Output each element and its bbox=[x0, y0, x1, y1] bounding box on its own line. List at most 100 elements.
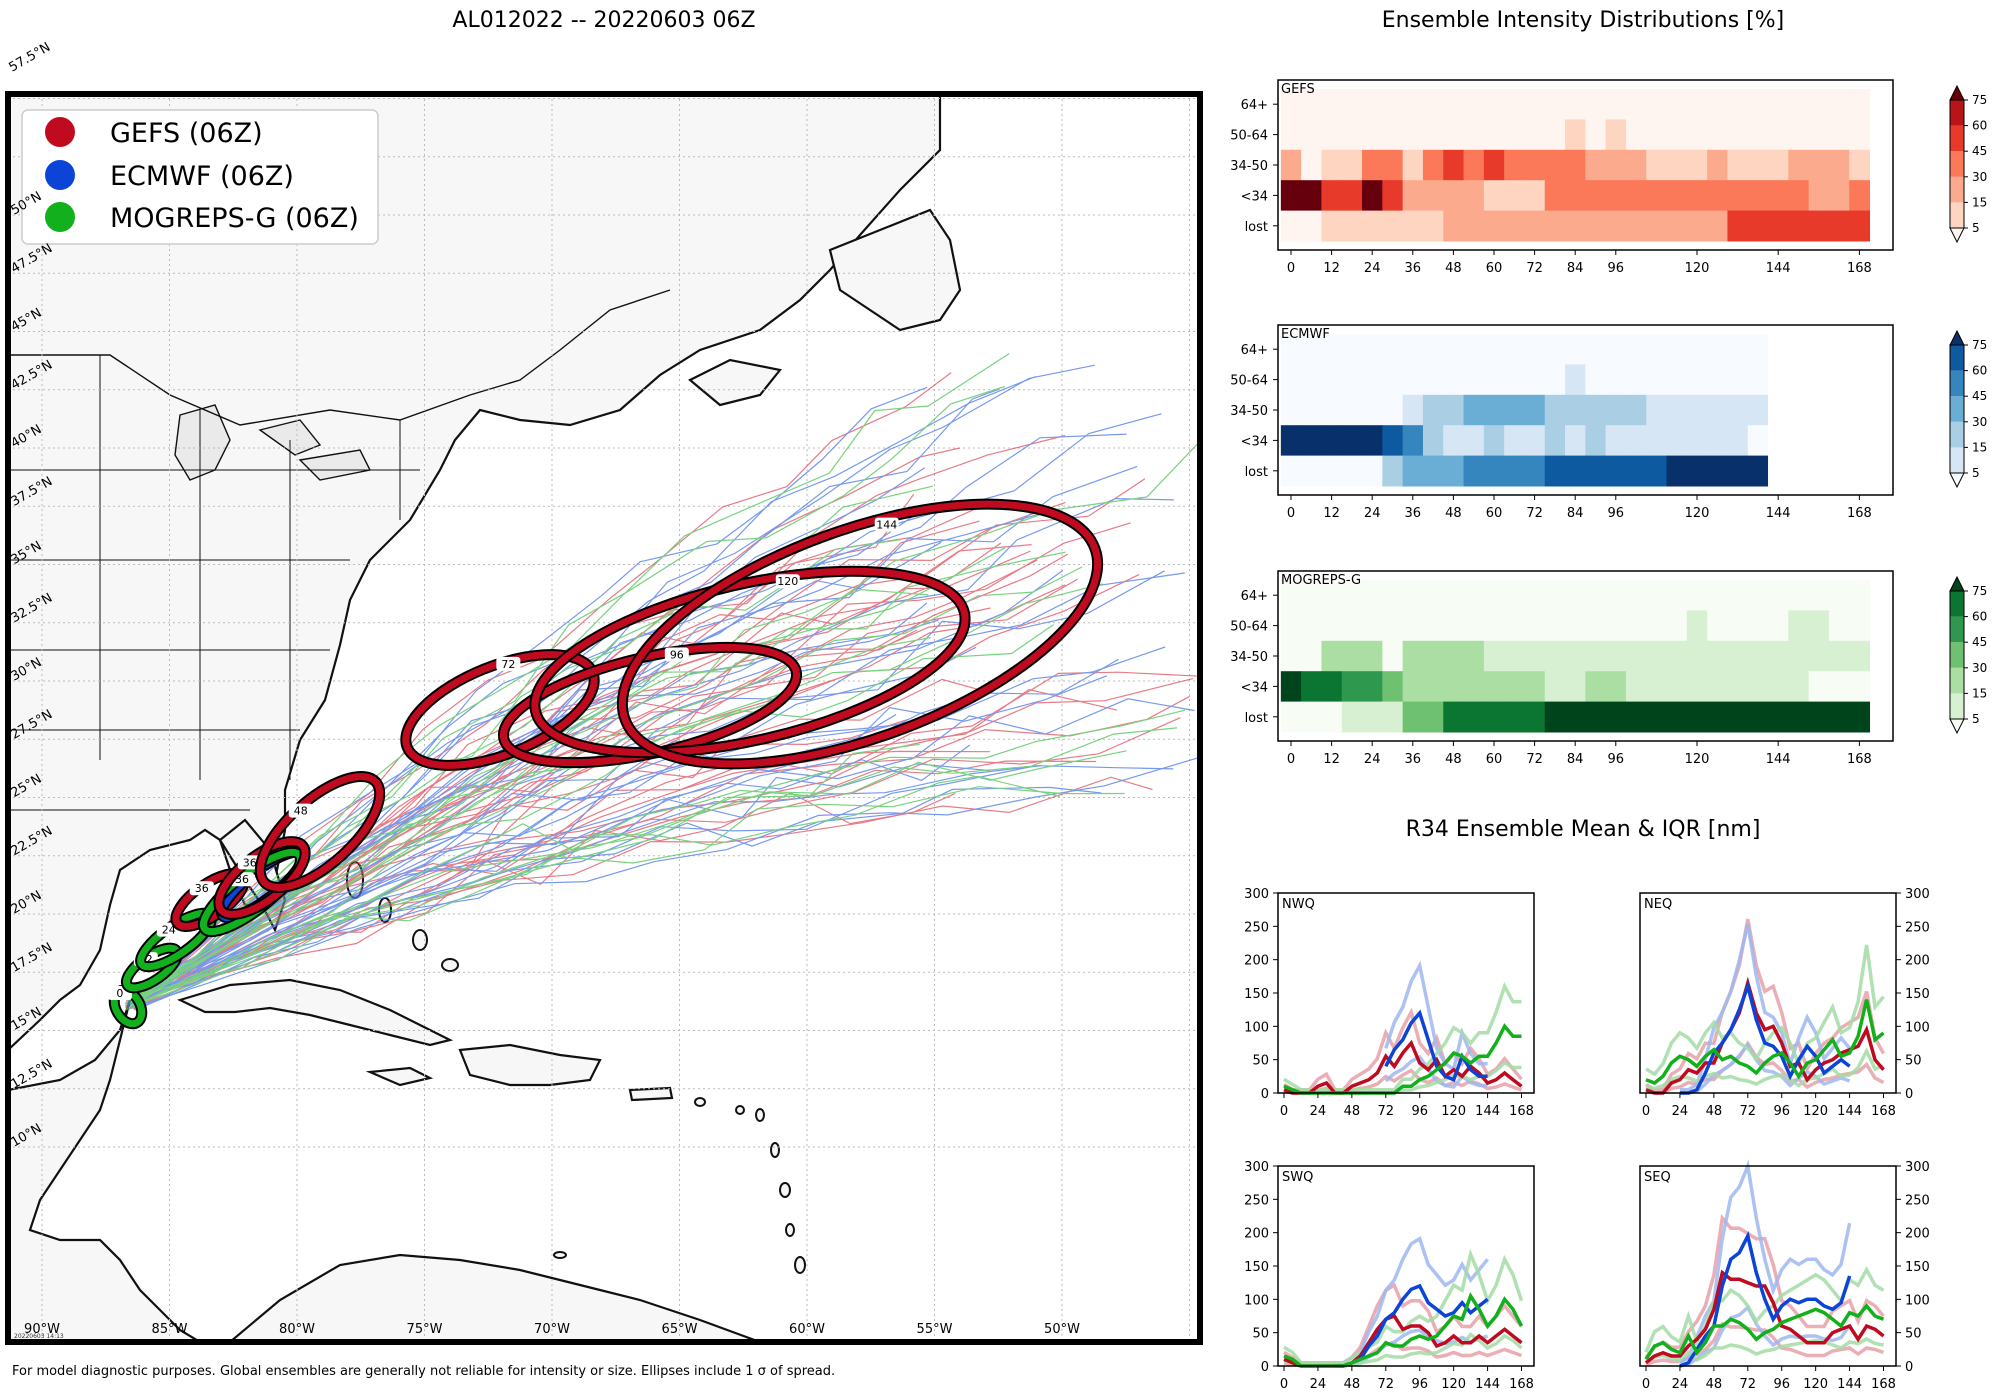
heatmap-xtick-label: 36 bbox=[1405, 752, 1422, 767]
heatmap-xtick-label: 168 bbox=[1847, 752, 1872, 767]
heatmap-cell bbox=[1382, 580, 1404, 611]
colorbar-segment bbox=[1950, 693, 1964, 719]
heatmap-cell bbox=[1402, 394, 1424, 426]
r34-ytick-label: 50 bbox=[1252, 1327, 1269, 1342]
heatmap-cell bbox=[1382, 364, 1404, 396]
colorbar-segment bbox=[1950, 396, 1964, 422]
heatmap-cell bbox=[1422, 89, 1444, 120]
heatmap-cell bbox=[1483, 425, 1505, 457]
r34-iqr-upper bbox=[1679, 923, 1851, 1092]
heatmap-cell bbox=[1585, 671, 1607, 703]
heatmap-row-label: <34 bbox=[1241, 189, 1268, 204]
heatmap-cell bbox=[1686, 149, 1708, 181]
heatmap-cell bbox=[1707, 455, 1728, 487]
land-south-america bbox=[228, 1253, 761, 1342]
heatmap-xtick-label: 84 bbox=[1567, 261, 1584, 276]
r34-mean-ecmwf bbox=[1384, 1009, 1488, 1082]
intensity-title: Ensemble Intensity Distributions [%] bbox=[1382, 8, 1785, 33]
heatmap-cell bbox=[1321, 180, 1343, 212]
r34-xtick-label: 72 bbox=[1740, 1104, 1757, 1119]
heatmap-cell bbox=[1443, 640, 1465, 672]
heatmap-xtick-label: 24 bbox=[1364, 506, 1381, 521]
colorbar-segment bbox=[1950, 151, 1964, 177]
heatmap-cell bbox=[1483, 210, 1505, 242]
heatmap-cell bbox=[1686, 640, 1708, 672]
heatmap-cell bbox=[1463, 89, 1485, 120]
member-track bbox=[130, 624, 1054, 1010]
heatmap-cell bbox=[1605, 394, 1627, 426]
heatmap-cell bbox=[1686, 119, 1708, 151]
r34-ytick-label: 200 bbox=[1905, 954, 1930, 969]
heatmap-xtick-label: 96 bbox=[1608, 261, 1625, 276]
r34-xtick-label: 168 bbox=[1871, 1377, 1896, 1392]
colorbar-min-arrow bbox=[1949, 227, 1965, 244]
colorbar: 5 15 30 45 60 75 bbox=[1949, 575, 1987, 735]
member-track bbox=[128, 756, 1200, 1010]
heatmap-cell bbox=[1808, 455, 1830, 487]
heatmap-cell bbox=[1727, 610, 1749, 642]
ellipse-label: 144 bbox=[874, 517, 899, 532]
heatmap-cell bbox=[1625, 701, 1647, 733]
heatmap-cell bbox=[1849, 180, 1871, 212]
heatmap-cell bbox=[1747, 394, 1769, 426]
heatmap-cell bbox=[1788, 640, 1810, 672]
colorbar-tick-label: 30 bbox=[1972, 661, 1987, 675]
heatmap-cell bbox=[1788, 610, 1810, 642]
heatmap-cell bbox=[1504, 89, 1525, 120]
r34-panel-name: SWQ bbox=[1282, 1170, 1313, 1185]
heatmap-cell bbox=[1768, 701, 1789, 733]
colorbar-segment bbox=[1950, 642, 1964, 668]
heatmap-cell bbox=[1524, 580, 1546, 611]
heatmap-cell bbox=[1402, 425, 1424, 457]
heatmap-cell bbox=[1686, 364, 1708, 396]
heatmap-cell bbox=[1768, 425, 1789, 457]
heatmap-xtick-label: 36 bbox=[1405, 506, 1422, 521]
heatmap-row-label: 64+ bbox=[1241, 589, 1268, 604]
r34-ytick-label: 250 bbox=[1905, 1193, 1930, 1208]
r34-iqr-upper bbox=[1678, 1159, 1852, 1365]
heatmap-cell bbox=[1565, 610, 1586, 642]
heatmap-cell bbox=[1402, 610, 1424, 642]
heatmap-cell bbox=[1402, 180, 1424, 212]
heatmap-cell bbox=[1524, 455, 1546, 487]
heatmap-cell bbox=[1382, 455, 1404, 487]
heatmap-xtick-label: 120 bbox=[1685, 261, 1710, 276]
r34-xtick-label: 0 bbox=[1280, 1104, 1288, 1119]
heatmap-cell bbox=[1646, 640, 1668, 672]
member-track bbox=[126, 578, 1078, 1008]
colorbar-max-arrow bbox=[1949, 84, 1965, 101]
heatmap-cell bbox=[1280, 119, 1302, 151]
r34-iqr-lower bbox=[1679, 1041, 1851, 1095]
heatmap-cell bbox=[1362, 180, 1383, 212]
heatmap-cell bbox=[1808, 671, 1830, 703]
heatmap-ecmwf: ECMWF 64+ 50-64 34-50 <34 lost 0 12 24 36 48 60 72 84… bbox=[1230, 324, 1987, 521]
heatmap-cell bbox=[1362, 425, 1383, 457]
heatmap-cell bbox=[1808, 364, 1830, 396]
heatmap-cell bbox=[1625, 671, 1647, 703]
heatmap-cell bbox=[1565, 640, 1586, 672]
heatmap-cell bbox=[1504, 334, 1525, 365]
heatmap-cell bbox=[1301, 364, 1322, 396]
heatmap-cell bbox=[1504, 701, 1525, 733]
land-cuba bbox=[176, 978, 454, 1047]
heatmap-cell bbox=[1625, 580, 1647, 611]
heatmap-cell bbox=[1544, 580, 1566, 611]
heatmap-cell bbox=[1321, 610, 1343, 642]
lon-label: 55°W bbox=[917, 1322, 953, 1337]
heatmap-cell bbox=[1666, 149, 1688, 181]
heatmap-cell bbox=[1301, 580, 1322, 611]
heatmap-cell bbox=[1808, 210, 1830, 242]
heatmap-cell bbox=[1443, 210, 1465, 242]
r34-xtick-label: 0 bbox=[1642, 1104, 1650, 1119]
colorbar-segment bbox=[1950, 202, 1964, 228]
heatmap-cell bbox=[1402, 671, 1424, 703]
lon-label: 75°W bbox=[407, 1322, 443, 1337]
heatmap-cell bbox=[1707, 394, 1728, 426]
r34-xtick-label: 24 bbox=[1310, 1377, 1327, 1392]
heatmap-name: MOGREPS-G bbox=[1281, 573, 1361, 588]
heatmap-cell bbox=[1666, 119, 1688, 151]
heatmap-cell bbox=[1707, 364, 1728, 396]
colorbar-frame bbox=[1949, 344, 1965, 474]
heatmap-cell bbox=[1788, 701, 1810, 733]
